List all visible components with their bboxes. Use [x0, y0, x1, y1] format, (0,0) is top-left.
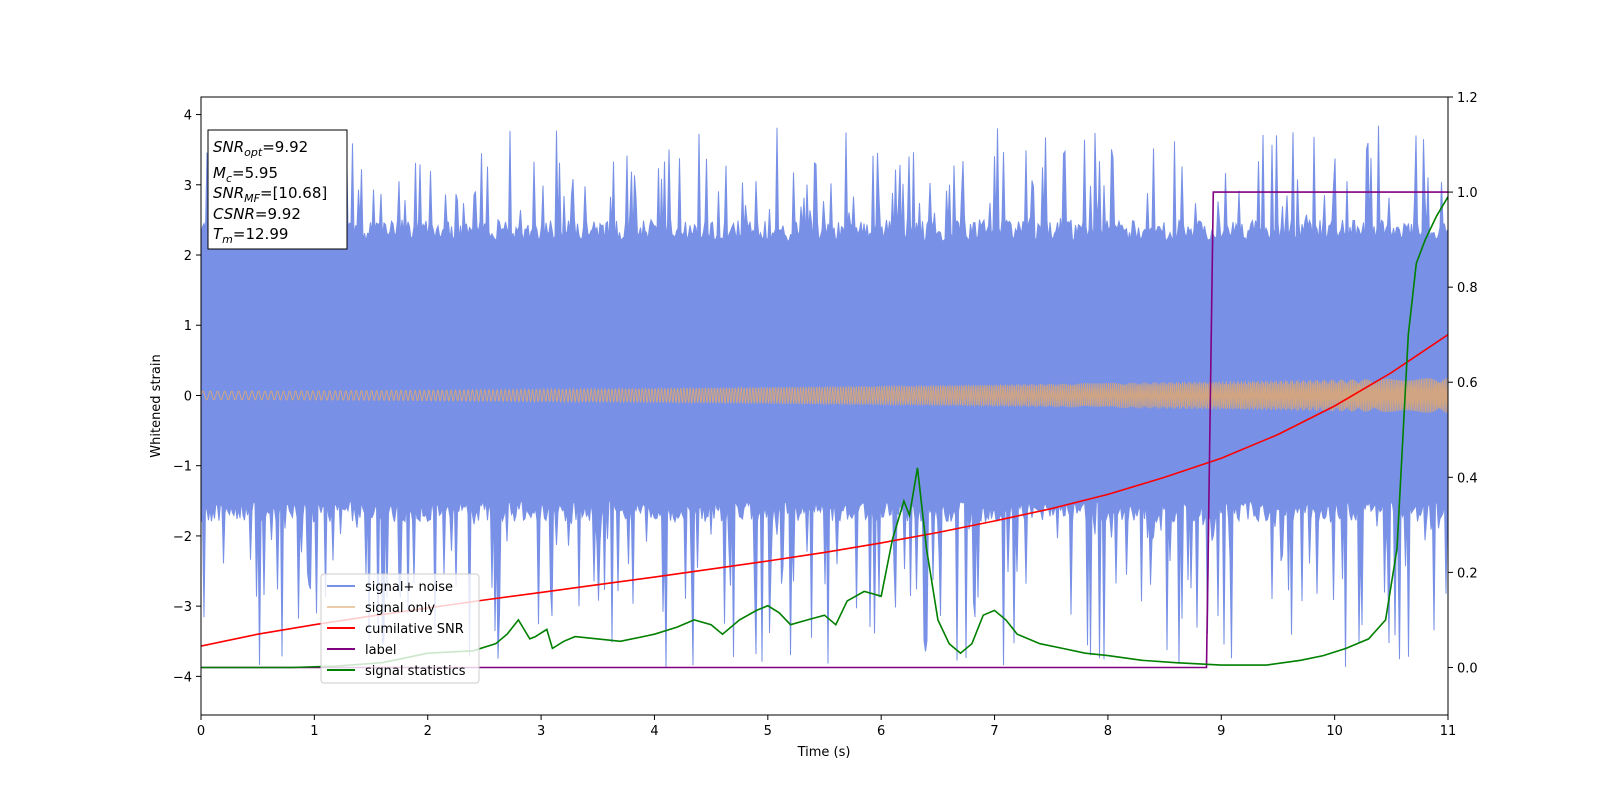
- y2-tick-label: 0.6: [1457, 376, 1478, 391]
- info-csnr-value: =9.92: [255, 205, 301, 223]
- info-mc-symbol: M: [213, 164, 226, 182]
- y-tick-label: −2: [173, 530, 192, 545]
- y-tick-label: 0: [184, 389, 192, 404]
- y-tick-label: −4: [173, 670, 192, 685]
- legend-frame: [320, 573, 480, 684]
- x-tick-label: 0: [197, 724, 205, 739]
- info-snr-opt-value: =9.92: [262, 138, 308, 156]
- y-tick-label: −3: [173, 600, 192, 615]
- info-snr-mf-subscript: MF: [244, 192, 260, 205]
- signal-statistics-series: [201, 196, 1448, 669]
- y2-tick-label: 0.4: [1457, 471, 1478, 486]
- legend-label-label: label: [365, 643, 396, 658]
- legend-label-signal-statistics: signal statistics: [365, 664, 466, 679]
- x-tick-label: 11: [1440, 724, 1457, 739]
- x-tick-label: 8: [1104, 724, 1112, 739]
- y-tick-label: 1: [184, 319, 192, 334]
- x-tick-label: 2: [424, 724, 432, 739]
- y-axis-ticks: −4 −3 −2 −1 0 1 2 3 4: [173, 109, 201, 685]
- y2-tick-label: 0.2: [1457, 566, 1478, 581]
- x-tick-label: 7: [990, 724, 998, 739]
- x-tick-label: 1: [310, 724, 318, 739]
- info-mc-value: =5.95: [232, 164, 278, 182]
- y2-tick-label: 0.8: [1457, 281, 1478, 296]
- legend-label-signal-only: signal only: [365, 601, 435, 616]
- info-mc: Mc=5.95: [213, 164, 278, 185]
- info-tm-value: =12.99: [233, 225, 289, 243]
- info-box-frame: [207, 129, 348, 250]
- legend: signal+ noise signal only cumilative SNR…: [320, 573, 480, 684]
- y-tick-label: 4: [184, 109, 192, 124]
- info-snr-opt: SNRopt=9.92: [213, 138, 308, 159]
- info-snr-mf-symbol: SNR: [213, 184, 244, 202]
- y-tick-label: −1: [173, 460, 192, 475]
- legend-label-signal-noise: signal+ noise: [365, 580, 453, 595]
- x-tick-label: 5: [764, 724, 772, 739]
- x-tick-label: 9: [1217, 724, 1225, 739]
- x-axis-ticks: 0 1 2 3 4 5 6 7 8 9 10 11: [197, 715, 1456, 739]
- info-mc-subscript: c: [226, 172, 232, 185]
- y2-axis-ticks: 0.0 0.2 0.4 0.6 0.8 1.0 1.2: [1448, 91, 1478, 676]
- label-series: [201, 191, 1448, 669]
- info-tm-subscript: m: [222, 233, 233, 246]
- info-csnr-symbol: CSNR: [213, 205, 255, 223]
- info-tm-symbol: T: [213, 225, 224, 243]
- plot-frame: [200, 96, 1449, 716]
- y-axis-label: Whitened strain: [149, 354, 164, 457]
- info-snr-mf: SNRMF=[10.68]: [213, 184, 327, 205]
- signal-only-series: [201, 377, 1448, 413]
- x-tick-label: 10: [1326, 724, 1343, 739]
- x-tick-label: 6: [877, 724, 885, 739]
- y2-tick-label: 1.0: [1457, 186, 1478, 201]
- y2-tick-label: 0.0: [1457, 661, 1478, 676]
- y-tick-label: 2: [184, 249, 192, 264]
- info-snr-opt-subscript: opt: [244, 146, 263, 159]
- x-tick-label: 3: [537, 724, 545, 739]
- info-tm: Tm=12.99: [213, 225, 288, 246]
- x-axis-label: Time (s): [797, 745, 851, 760]
- y-tick-label: 3: [184, 179, 192, 194]
- info-snr-opt-symbol: SNR: [213, 138, 244, 156]
- info-snr-mf-value: =[10.68]: [260, 184, 327, 202]
- legend-label-cumulative-snr: cumilative SNR: [365, 622, 464, 637]
- info-box: SNRopt=9.92 Mc=5.95 SNRMF=[10.68] CSNR=9…: [207, 129, 348, 250]
- x-tick-label: 4: [650, 724, 658, 739]
- y2-tick-label: 1.2: [1457, 91, 1478, 106]
- info-csnr: CSNR=9.92: [213, 205, 301, 223]
